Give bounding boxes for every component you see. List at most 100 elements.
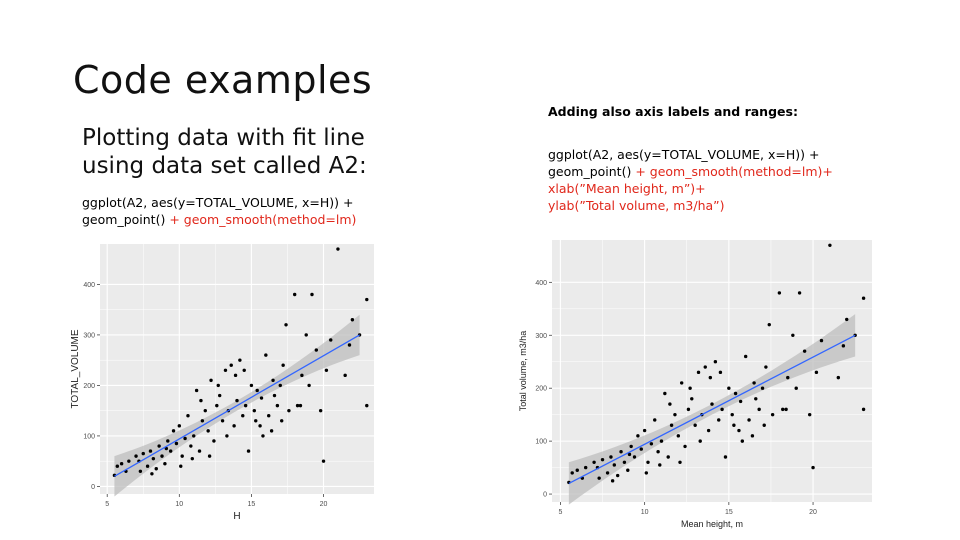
chart-0-point [163,461,167,466]
chart-0-point [180,454,184,458]
left-code-line-1: ggplot(A2, aes(y=TOTAL_VOLUME, x=H)) + [82,195,354,210]
right-code-line-1: ggplot(A2, aes(y=TOTAL_VOLUME, x=H)) + [548,147,820,162]
chart-1-point [683,444,687,449]
chart-1-point [666,455,670,459]
chart-0-point [223,368,228,372]
chart-1-point [597,476,601,480]
right-code-line-4: ylab(”Total volume, m3/ha”) [548,198,725,213]
chart-0-point [157,444,161,448]
chart-0-point [160,454,164,458]
chart-1-point [777,291,782,295]
chart-0-point [189,444,193,448]
chart-0-point [119,461,124,466]
chart-0-point [171,429,176,433]
chart-1-point [764,365,768,369]
chart-0-point [310,292,314,297]
chart-1-point [767,322,771,327]
chart-0-point [177,424,182,428]
chart-0-point [141,451,145,456]
chart-0-point [259,396,264,400]
chart-0-point [197,449,202,453]
chart-0-point [179,464,183,468]
chart-0-point [350,318,355,322]
chart-1-point [794,386,798,390]
chart-0-point [203,408,207,413]
chart-1-point [653,418,657,422]
chart-1-point [612,463,617,467]
chart-1-point [747,418,751,422]
chart-1-ytick-label: 400 [535,280,547,287]
chart-1-point [698,439,702,443]
chart-0-point [150,472,154,476]
chart-0-point [264,353,268,357]
chart-1-point [811,465,815,470]
chart-1-point [619,450,623,454]
chart-1-point [669,423,674,427]
chart-1-point [754,397,758,401]
chart-1-point [738,399,743,404]
chart-0-point [216,383,220,388]
chart-1-point [659,439,664,443]
chart-0-point [232,424,236,428]
chart-0-point [199,398,203,403]
chart-1-point [636,434,640,438]
chart-1-point [676,434,681,438]
chart-1-point [656,450,660,454]
chart-1-xtick-label: 20 [809,509,817,516]
chart-0-point [127,459,131,463]
chart-1-point [710,402,714,406]
chart-0-point [138,469,143,473]
chart-0-point [304,333,308,337]
chart-0-point [212,439,216,443]
chart-1-point [609,455,613,459]
chart-0-point [298,403,303,408]
chart-1-point [575,468,579,472]
chart-1-point [718,370,723,375]
chart-0-point [241,414,245,418]
left-code-line-2: geom_point() + geom_smooth(method=lm) [82,211,412,228]
chart-1-point [686,407,691,412]
chart-1-point [786,375,790,380]
chart-1-point [583,465,588,470]
chart-0-x-axis-label: H [233,511,240,522]
chart-1-ytick-label: 300 [535,333,547,340]
chart-1-point [649,442,654,446]
chart-1-point [752,381,756,385]
chart-0-point [207,454,212,458]
right-code-line-2: geom_point() + geom_smooth(method=lm)+ [548,163,908,180]
chart-0-point [246,449,251,453]
left-subtitle: Plotting data with fit line using data s… [82,124,402,180]
chart-0-point [183,436,187,441]
chart-1-point [668,402,672,406]
chart-0-point [200,419,205,423]
chart-0-point [269,429,274,433]
right-code-line-2-black: geom_point() [548,164,636,179]
chart-0-point [343,373,347,378]
chart-1-point [861,407,866,412]
chart-0-point [243,403,248,408]
chart-0-point [168,449,173,453]
chart-1-point [629,444,633,449]
chart-1-point [757,407,761,412]
chart-1-point [740,439,745,443]
chart-0-ytick-label: 200 [83,383,95,390]
chart-1-point [688,386,692,390]
chart-0-point [295,403,300,408]
chart-0-ytick-label: 400 [83,282,95,289]
chart-1-point [723,455,728,459]
chart-1-point [845,317,849,322]
chart-0-point [329,338,333,342]
chart-0-point [238,358,242,362]
chart-0-point [254,419,258,423]
chart-0-ytick-label: 0 [91,484,95,491]
chart-0-point [233,373,238,378]
chart-0-point [284,323,288,327]
chart-1-xtick-label: 5 [558,509,562,516]
right-code-block: ggplot(A2, aes(y=TOTAL_VOLUME, x=H)) + g… [548,146,908,214]
chart-1-point [802,349,807,353]
chart-1-x-axis-label: Mean height, m [681,519,743,529]
chart-1-point [733,391,738,396]
chart-1-point [861,296,866,300]
